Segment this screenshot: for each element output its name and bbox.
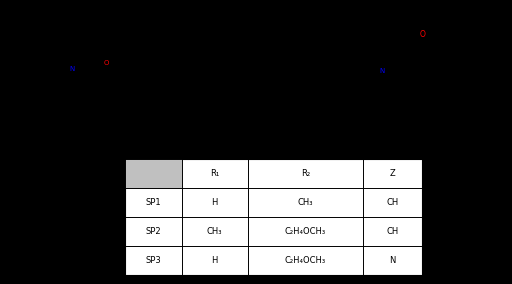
Text: R₁: R₁ bbox=[210, 169, 219, 178]
Text: N: N bbox=[101, 35, 106, 41]
Text: C₂H₄OCH₃: C₂H₄OCH₃ bbox=[285, 256, 326, 265]
Bar bbox=[125, 159, 182, 188]
Text: CH: CH bbox=[387, 198, 399, 207]
Text: R₁: R₁ bbox=[330, 43, 336, 49]
Text: H: H bbox=[211, 198, 218, 207]
Text: Z: Z bbox=[390, 169, 396, 178]
Text: UV: UV bbox=[244, 43, 257, 53]
Text: CH₃: CH₃ bbox=[297, 198, 313, 207]
Text: R₂: R₂ bbox=[80, 83, 87, 88]
Text: Spirooxazine
(forme fermée): Spirooxazine (forme fermée) bbox=[53, 135, 106, 149]
Text: O: O bbox=[420, 30, 425, 39]
Bar bbox=[125, 159, 422, 275]
Text: O: O bbox=[104, 60, 110, 66]
Text: R₂: R₂ bbox=[387, 85, 393, 90]
Text: Δ: Δ bbox=[247, 78, 253, 88]
Text: H: H bbox=[211, 256, 218, 265]
Text: SP3: SP3 bbox=[145, 256, 161, 265]
Text: R₂: R₂ bbox=[301, 169, 310, 178]
Text: SP1: SP1 bbox=[146, 198, 161, 207]
Text: N: N bbox=[69, 66, 74, 72]
Text: C₂H₄OCH₃: C₂H₄OCH₃ bbox=[285, 227, 326, 236]
Text: CH: CH bbox=[387, 227, 399, 236]
Text: N: N bbox=[403, 46, 408, 52]
Text: CH₃: CH₃ bbox=[207, 227, 222, 236]
Text: N: N bbox=[390, 256, 396, 265]
Text: N: N bbox=[379, 68, 384, 74]
Text: SP2: SP2 bbox=[146, 227, 161, 236]
Text: R₁: R₁ bbox=[45, 43, 51, 49]
Text: Mérocyanine
(forme ouverte): Mérocyanine (forme ouverte) bbox=[362, 135, 418, 149]
